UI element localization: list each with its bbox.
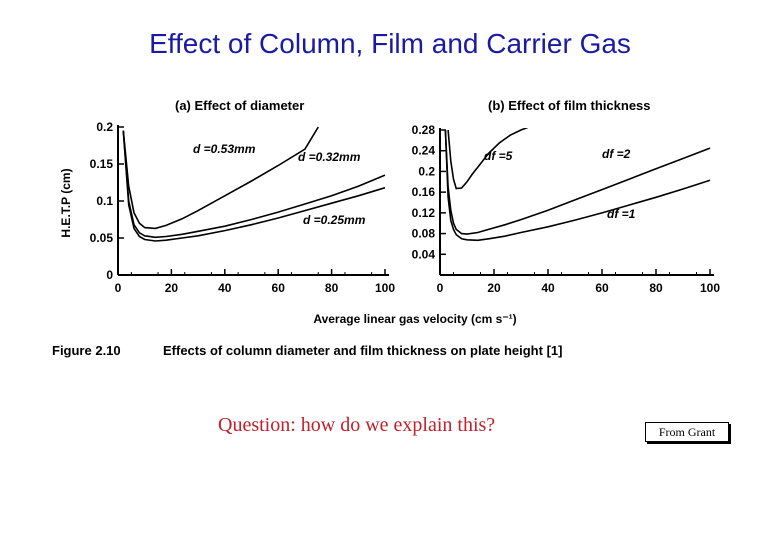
y-tick-label: 0.05	[90, 231, 114, 245]
x-tick-label: 20	[165, 281, 179, 295]
series-label: d =0.53mm	[193, 142, 256, 156]
y-tick-label: 0.12	[412, 206, 436, 220]
figure-label: Figure 2.10	[52, 343, 121, 358]
y-tick-label: 0.2	[418, 164, 435, 178]
y-tick-label: 0.08	[412, 227, 436, 241]
panel-b-title: (b) Effect of film thickness	[488, 98, 651, 113]
series-line	[444, 129, 711, 235]
figure-caption: Effects of column diameter and film thic…	[163, 343, 562, 358]
panel-b: 0 20 40 60 80 100 0.04 0.08 0.12 0.16 0.2 0.24 0.28 d…	[412, 123, 721, 295]
series-line	[122, 130, 386, 239]
series-line	[444, 129, 711, 242]
y-tick-label: 0.2	[96, 120, 113, 134]
y-tick-label: 0.24	[412, 144, 436, 158]
series-label: df =5	[484, 149, 513, 163]
series-label: df =2	[602, 147, 631, 161]
series-label: d =0.25mm	[303, 213, 366, 227]
series-label: df =1	[607, 207, 636, 221]
y-tick-label: 0.15	[90, 157, 114, 171]
series-label: d =0.32mm	[298, 150, 361, 164]
x-tick-label: 60	[272, 281, 286, 295]
x-tick-label: 60	[595, 281, 609, 295]
shared-x-axis-label: Average linear gas velocity (cm s⁻¹)	[313, 312, 516, 326]
x-tick-label: 40	[541, 281, 555, 295]
y-tick-label: 0.04	[412, 247, 436, 261]
x-tick-label: 80	[649, 281, 663, 295]
y-tick-label: 0.16	[412, 185, 436, 199]
x-tick-label: 100	[700, 281, 720, 295]
series-line	[122, 130, 386, 242]
source-credit: From Grant	[645, 422, 729, 442]
y-tick-label: 0	[106, 268, 113, 282]
panel-a: 0 20 40 60 80 100 0 0.05 0.1 0.15 0.2 d =0.53mm d =0…	[90, 120, 396, 295]
series-line	[122, 126, 319, 230]
x-tick-label: 80	[325, 281, 339, 295]
question-text: Question: how do we explain this?	[218, 414, 496, 436]
series-line	[447, 128, 529, 190]
x-tick-label: 0	[115, 281, 122, 295]
x-tick-label: 40	[218, 281, 232, 295]
x-tick-label: 20	[487, 281, 501, 295]
panel-a-title: (a) Effect of diameter	[175, 98, 304, 113]
slide-title: Effect of Column, Film and Carrier Gas	[149, 28, 631, 59]
x-tick-label: 0	[437, 281, 444, 295]
y-tick-label: 0.1	[96, 194, 113, 208]
y-tick-label: 0.28	[412, 123, 436, 137]
x-tick-label: 100	[375, 281, 395, 295]
y-axis-label: H.E.T.P (cm)	[59, 168, 73, 237]
